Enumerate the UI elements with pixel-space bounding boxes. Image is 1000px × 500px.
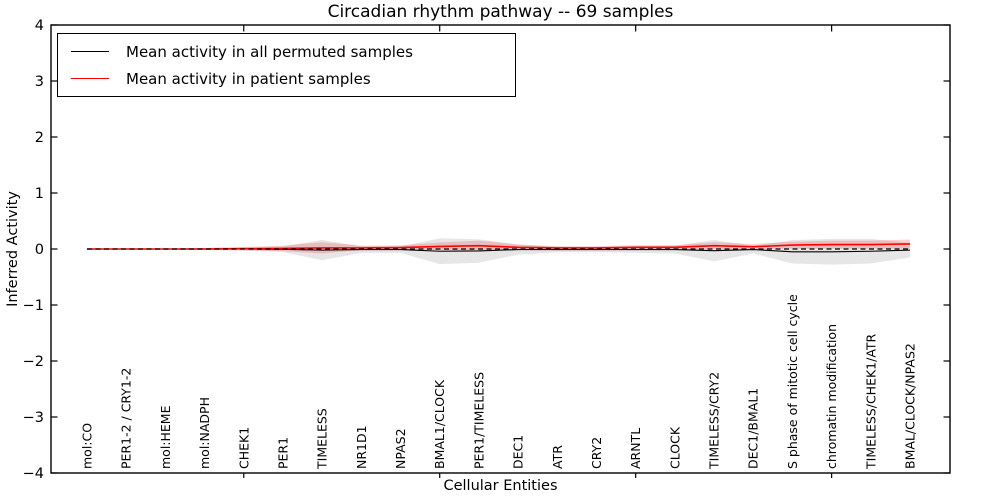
legend-entry-patient: Mean activity in patient samples	[71, 65, 515, 92]
svg-text:ATR: ATR	[550, 445, 565, 469]
svg-text:4: 4	[35, 18, 44, 34]
svg-text:ARNTL: ARNTL	[628, 428, 643, 469]
legend-entry-permuted: Mean activity in all permuted samples	[71, 38, 515, 65]
svg-text:−4: −4	[23, 466, 44, 482]
svg-text:PER1/TIMELESS: PER1/TIMELESS	[471, 372, 486, 469]
svg-text:chromatin modification: chromatin modification	[824, 324, 839, 469]
permuted-line-sample-icon	[71, 51, 109, 52]
svg-text:mol:HEME: mol:HEME	[158, 405, 173, 469]
svg-text:CLOCK: CLOCK	[667, 426, 682, 469]
svg-text:−3: −3	[23, 410, 44, 426]
y-tick-labels: 4 3 2 1 0 −1 −2 −3 −4	[23, 18, 44, 482]
svg-text:2: 2	[35, 130, 44, 146]
permuted-band	[87, 238, 910, 265]
svg-text:TIMELESS/CRY2: TIMELESS/CRY2	[707, 372, 722, 470]
svg-text:3: 3	[35, 74, 44, 90]
svg-text:BMAL/CLOCK/NPAS2: BMAL/CLOCK/NPAS2	[903, 343, 918, 469]
legend-label-permuted: Mean activity in all permuted samples	[126, 42, 413, 61]
svg-text:DEC1: DEC1	[511, 435, 526, 469]
series-lines	[87, 243, 911, 253]
svg-text:NPAS2: NPAS2	[393, 428, 408, 469]
svg-text:CHEK1: CHEK1	[236, 427, 251, 469]
svg-text:CRY2: CRY2	[589, 437, 604, 469]
chart-title: Circadian rhythm pathway -- 69 samples	[327, 2, 674, 22]
x-ticks	[243, 25, 833, 478]
y-ticks	[51, 24, 950, 474]
svg-text:−1: −1	[23, 298, 44, 314]
svg-text:TIMELESS: TIMELESS	[315, 408, 330, 470]
patient-line-sample-icon	[71, 78, 109, 79]
svg-text:PER1: PER1	[275, 437, 290, 469]
svg-text:1: 1	[35, 186, 44, 202]
legend-label-patient: Mean activity in patient samples	[126, 69, 371, 88]
legend: Mean activity in all permuted samples Me…	[57, 33, 516, 97]
svg-text:mol:NADPH: mol:NADPH	[197, 397, 212, 469]
svg-text:DEC1/BMAL1: DEC1/BMAL1	[746, 388, 761, 469]
svg-text:NR1D1: NR1D1	[354, 425, 369, 469]
svg-text:mol:CO: mol:CO	[80, 423, 95, 469]
svg-text:0: 0	[35, 242, 44, 258]
entity-labels: mol:CO PER1-2 / CRY1-2 mol:HEME mol:NADPH CH…	[80, 294, 918, 470]
x-axis-label: Cellular Entities	[443, 478, 558, 494]
svg-text:BMAL1/CLOCK: BMAL1/CLOCK	[432, 379, 447, 469]
svg-text:−2: −2	[23, 354, 44, 370]
svg-text:TIMELESS/CHEK1/ATR: TIMELESS/CHEK1/ATR	[863, 333, 878, 470]
svg-text:S phase of mitotic cell cycle: S phase of mitotic cell cycle	[785, 294, 800, 469]
svg-text:PER1-2 / CRY1-2: PER1-2 / CRY1-2	[119, 368, 134, 469]
